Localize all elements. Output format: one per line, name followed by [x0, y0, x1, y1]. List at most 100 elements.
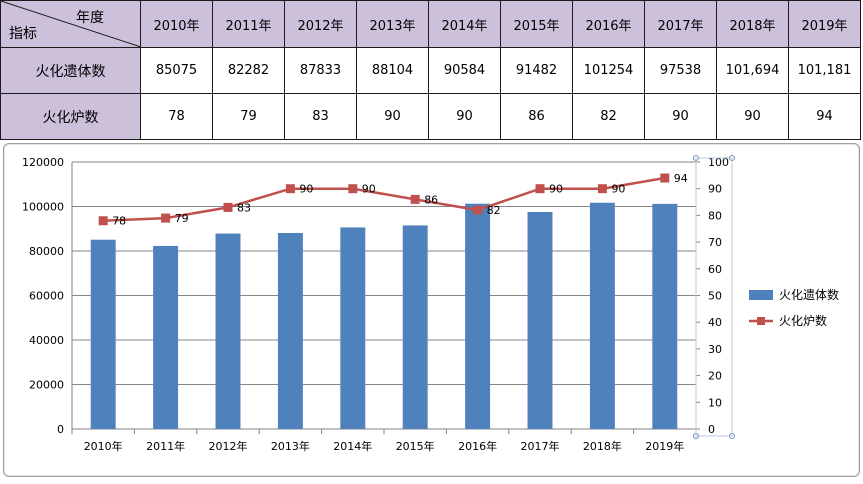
table-cell[interactable]: 82282 — [212, 47, 285, 94]
bar[interactable] — [215, 233, 241, 429]
y-right-tick-label: 90 — [708, 183, 722, 196]
line-marker[interactable] — [98, 216, 108, 226]
table-cell[interactable]: 91482 — [500, 47, 573, 94]
year-header-cell[interactable]: 2011年 — [212, 0, 285, 48]
x-tick-label: 2015年 — [396, 439, 435, 453]
data-label: 90 — [549, 183, 563, 196]
line-marker[interactable] — [410, 194, 420, 204]
line-marker[interactable] — [660, 173, 670, 183]
table-cell[interactable]: 97538 — [644, 47, 717, 94]
line-marker[interactable] — [348, 184, 358, 194]
y-left-tick-label: 60000 — [29, 290, 64, 303]
year-header-cell[interactable]: 2016年 — [572, 0, 645, 48]
y-left-tick-label: 40000 — [29, 334, 64, 347]
line-series[interactable] — [103, 176, 666, 222]
y-right-tick-label: 100 — [708, 156, 729, 169]
table-cell[interactable]: 88104 — [356, 47, 429, 94]
x-tick-label: 2019年 — [645, 439, 684, 453]
bar[interactable] — [277, 232, 303, 429]
table-cell[interactable]: 83 — [284, 93, 357, 140]
bar[interactable] — [90, 239, 116, 429]
bar[interactable] — [402, 225, 428, 429]
table-cell[interactable]: 90584 — [428, 47, 501, 94]
x-tick-label: 2012年 — [209, 439, 248, 453]
bar[interactable] — [589, 202, 615, 429]
x-tick-label: 2016年 — [458, 439, 497, 453]
axis-selection-box — [695, 157, 733, 437]
y-right-tick-label: 10 — [708, 396, 722, 409]
line-marker[interactable] — [535, 184, 545, 194]
data-label: 83 — [237, 201, 251, 214]
line-marker[interactable] — [597, 184, 607, 194]
table-cell[interactable]: 101,181 — [788, 47, 861, 94]
chart-area[interactable]: 0 20000 40000 60000 80000 100000 120000 0 10 20 30… — [3, 143, 860, 477]
table-cell[interactable]: 94 — [788, 93, 861, 140]
table-cell[interactable]: 90 — [644, 93, 717, 140]
legend-swatch-marker — [757, 317, 765, 325]
year-header-cell[interactable]: 2012年 — [284, 0, 357, 48]
line-marker[interactable] — [161, 213, 171, 223]
bar[interactable] — [340, 227, 366, 429]
y-left-tick-label: 0 — [57, 423, 64, 436]
corner-year-label: 年度 — [76, 10, 104, 26]
corner-indicator-label: 指标 — [9, 26, 37, 42]
x-tick-label: 2011年 — [146, 439, 185, 453]
combo-chart: 0 20000 40000 60000 80000 100000 120000 0 10 20 30… — [22, 155, 839, 453]
y-left-tick-label: 100000 — [22, 201, 64, 214]
year-header-cell[interactable]: 2019年 — [788, 0, 861, 48]
y-left-tick-label: 120000 — [22, 156, 64, 169]
table-cell[interactable]: 87833 — [284, 47, 357, 94]
y-right-tick-label: 80 — [708, 209, 722, 222]
data-label: 82 — [487, 204, 501, 217]
table-cell[interactable]: 101,694 — [716, 47, 789, 94]
y-right-tick-label: 30 — [708, 343, 722, 356]
x-tick-label: 2013年 — [271, 439, 310, 453]
y-right-tick-label: 40 — [708, 316, 722, 329]
year-header-cell[interactable]: 2014年 — [428, 0, 501, 48]
x-tick-label: 2018年 — [583, 439, 622, 453]
table-cell[interactable]: 90 — [716, 93, 789, 140]
row-header-cremations[interactable]: 火化遗体数 — [0, 47, 141, 94]
table-cell[interactable]: 86 — [500, 93, 573, 140]
data-label: 78 — [112, 215, 126, 228]
table-corner-cell[interactable]: 年度 指标 — [0, 0, 141, 48]
row-header-furnaces[interactable]: 火化炉数 — [0, 93, 141, 140]
x-tick-label: 2017年 — [521, 439, 560, 453]
legend-swatch-bar — [749, 290, 773, 300]
y-right-tick-label: 20 — [708, 370, 722, 383]
year-header-cell[interactable]: 2010年 — [140, 0, 213, 48]
table-cell[interactable]: 90 — [356, 93, 429, 140]
table-cell[interactable]: 101254 — [572, 47, 645, 94]
line-marker[interactable] — [223, 202, 233, 212]
diagonal-line — [1, 1, 140, 47]
year-header-cell[interactable]: 2015年 — [500, 0, 573, 48]
bar[interactable] — [153, 245, 179, 429]
table-header-row: 年度 指标 2010年 2011年 2012年 2013年 2014年 2015… — [0, 0, 861, 48]
line-marker[interactable] — [473, 205, 483, 215]
bar[interactable] — [527, 211, 553, 429]
y-right-tick-label: 60 — [708, 263, 722, 276]
data-label: 90 — [299, 183, 313, 196]
line-marker[interactable] — [285, 184, 295, 194]
table-cell[interactable]: 78 — [140, 93, 213, 140]
bar[interactable] — [652, 203, 678, 429]
table-cell[interactable]: 90 — [428, 93, 501, 140]
legend-label-line: 火化炉数 — [779, 313, 827, 328]
table-cell[interactable]: 79 — [212, 93, 285, 140]
data-label: 90 — [362, 183, 376, 196]
table-cell[interactable]: 82 — [572, 93, 645, 140]
y-right-tick-label: 0 — [708, 423, 715, 436]
y-left-tick-label: 20000 — [29, 379, 64, 392]
legend-label-bar: 火化遗体数 — [779, 287, 839, 302]
y-right-tick-label: 50 — [708, 290, 722, 303]
table-cell[interactable]: 85075 — [140, 47, 213, 94]
data-label: 94 — [674, 172, 688, 185]
table-row: 火化遗体数 85075 82282 87833 88104 90584 9148… — [0, 47, 861, 94]
bar[interactable] — [465, 203, 491, 429]
data-label: 86 — [424, 193, 438, 206]
table-row: 火化炉数 78 79 83 90 90 86 82 90 90 94 — [0, 93, 861, 140]
year-header-cell[interactable]: 2018年 — [716, 0, 789, 48]
year-header-cell[interactable]: 2013年 — [356, 0, 429, 48]
year-header-cell[interactable]: 2017年 — [644, 0, 717, 48]
x-tick-label: 2014年 — [333, 439, 372, 453]
